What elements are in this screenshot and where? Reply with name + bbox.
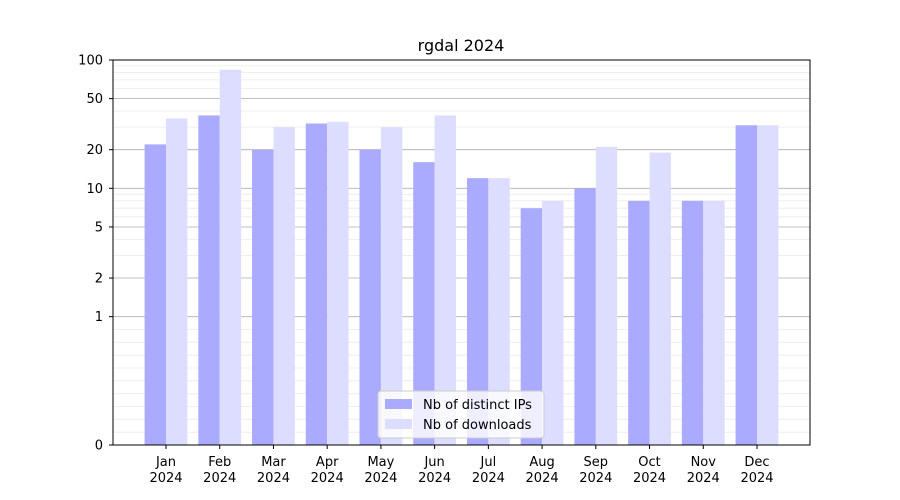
- axes-frame: [112, 59, 811, 446]
- bars: [144, 69, 779, 446]
- bar-nb-of-downloads-jul: [488, 178, 510, 445]
- y-tick-label: 1: [95, 310, 103, 325]
- x-tick-label-month: Mar: [261, 455, 286, 470]
- bar-nb-of-distinct-ips-feb: [198, 115, 220, 445]
- y-tick-label: 0: [95, 439, 103, 454]
- x-tick-label-year: 2024: [364, 471, 397, 486]
- bar-nb-of-distinct-ips-jan: [144, 144, 166, 445]
- y-tick-label: 5: [95, 220, 103, 235]
- bar-nb-of-downloads-feb: [219, 69, 242, 445]
- bar-nb-of-distinct-ips-dec: [735, 125, 757, 446]
- bar-nb-of-downloads-aug: [542, 200, 564, 445]
- x-tick-label-year: 2024: [633, 471, 666, 486]
- x-tick-label-year: 2024: [526, 471, 559, 486]
- legend-label-nb-of-distinct-ips: Nb of distinct IPs: [423, 398, 532, 413]
- bar-nb-of-downloads-jun: [434, 115, 457, 445]
- x-tick-label-month: Jan: [155, 455, 176, 470]
- bar-nb-of-distinct-ips-jul: [466, 178, 489, 445]
- x-tick-label-month: Sep: [584, 455, 609, 470]
- y-tick-label: 50: [86, 92, 103, 107]
- bar-nb-of-downloads-apr: [327, 121, 349, 445]
- legend-box: [377, 390, 545, 439]
- bar-nb-of-distinct-ips-nov: [681, 200, 704, 445]
- x-tick-label-month: Apr: [316, 455, 339, 470]
- x-tick-label-year: 2024: [418, 471, 451, 486]
- x-tick-label-month: Oct: [638, 455, 660, 470]
- x-tick-label-year: 2024: [311, 471, 344, 486]
- y-tick-label: 2: [95, 272, 103, 287]
- x-tick-label-month: Dec: [744, 455, 769, 470]
- legend-swatch-nb-of-distinct-ips: [385, 399, 412, 409]
- y-tick-label: 20: [86, 143, 103, 158]
- y-tick-label: 10: [86, 182, 103, 197]
- bar-nb-of-downloads-oct: [649, 152, 671, 446]
- x-tick-label-year: 2024: [472, 471, 505, 486]
- bar-nb-of-distinct-ips-jun: [413, 162, 435, 445]
- x-tick-label-month: Jun: [423, 455, 444, 470]
- bar-nb-of-distinct-ips-oct: [628, 200, 650, 445]
- bar-nb-of-downloads-jan: [166, 118, 188, 446]
- bar-nb-of-downloads-may: [380, 127, 403, 445]
- x-tick-label-year: 2024: [740, 471, 773, 486]
- x-tick-label-month: Aug: [529, 455, 554, 470]
- y-tick-label: 100: [78, 54, 103, 69]
- bar-nb-of-distinct-ips-sep: [574, 188, 596, 446]
- bar-nb-of-downloads-mar: [273, 127, 295, 445]
- x-tick-label-year: 2024: [687, 471, 720, 486]
- bar-nb-of-distinct-ips-apr: [305, 123, 328, 446]
- x-tick-label-year: 2024: [579, 471, 612, 486]
- legend-label-nb-of-downloads: Nb of downloads: [423, 418, 532, 433]
- bar-nb-of-downloads-nov: [703, 200, 725, 445]
- x-tick-label-month: Feb: [208, 455, 231, 470]
- bar-nb-of-downloads-dec: [757, 125, 779, 446]
- x-tick-label-month: May: [367, 455, 394, 470]
- bar-nb-of-distinct-ips-mar: [252, 149, 274, 445]
- x-tick-label-year: 2024: [203, 471, 236, 486]
- axes: 0125102050100Jan2024Feb2024Mar2024Apr202…: [78, 54, 811, 486]
- x-tick-label-year: 2024: [257, 471, 290, 486]
- chart-title: rgdal 2024: [418, 36, 505, 55]
- bar-nb-of-distinct-ips-may: [359, 149, 381, 445]
- legend: Nb of distinct IPs Nb of downloads: [377, 390, 545, 439]
- x-tick-label-month: Nov: [691, 455, 717, 470]
- x-tick-label-month: Jul: [480, 455, 497, 470]
- bar-nb-of-downloads-sep: [595, 146, 618, 445]
- legend-swatch-nb-of-downloads: [385, 419, 412, 429]
- bar-nb-of-distinct-ips-aug: [520, 208, 543, 445]
- x-tick-label-year: 2024: [149, 471, 182, 486]
